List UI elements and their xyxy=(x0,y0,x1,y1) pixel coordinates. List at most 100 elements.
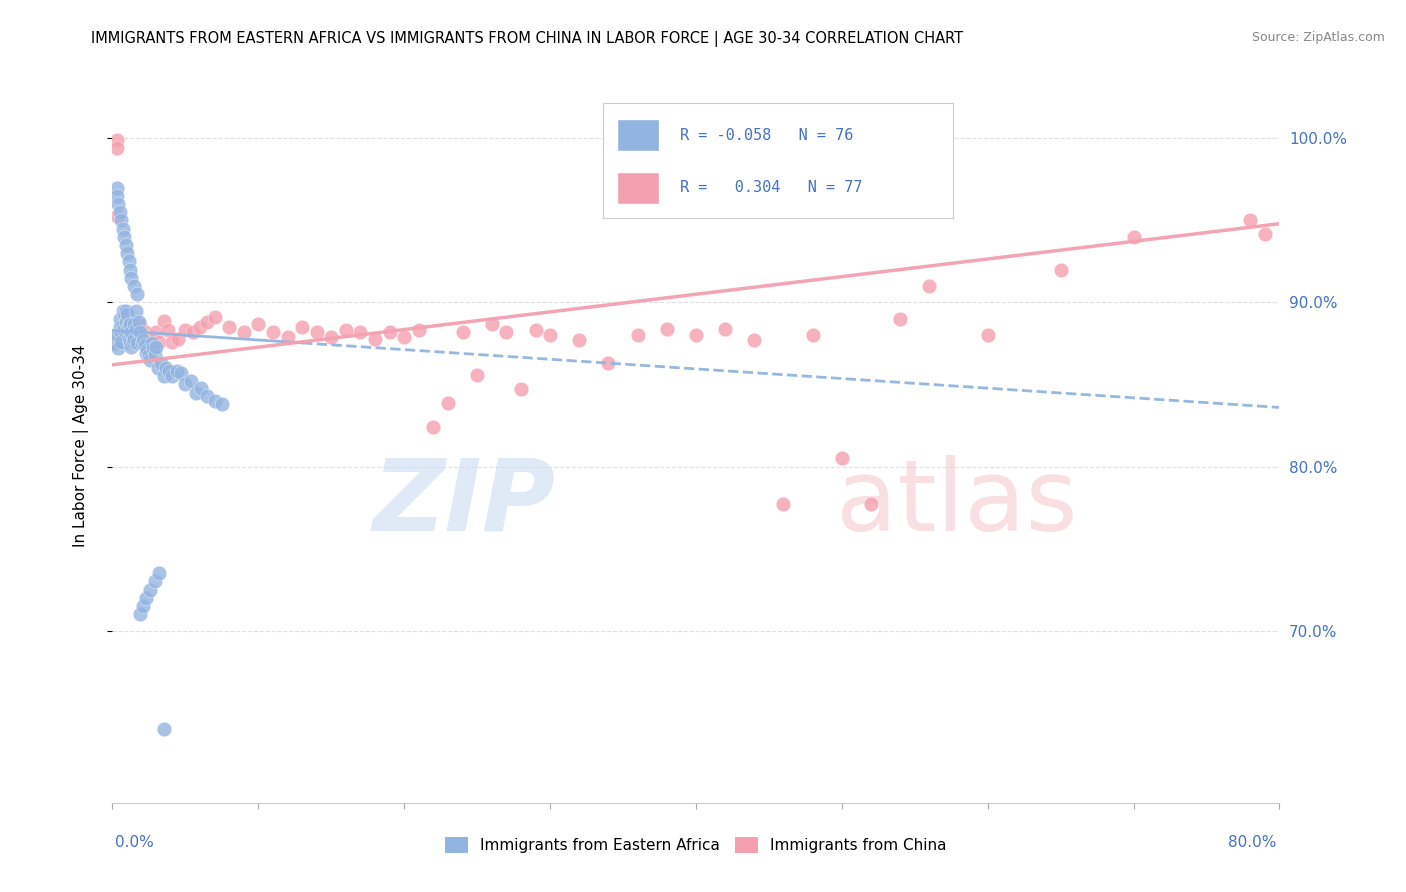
Point xyxy=(143,574,166,589)
Text: IMMIGRANTS FROM EASTERN AFRICA VS IMMIGRANTS FROM CHINA IN LABOR FORCE | AGE 30-: IMMIGRANTS FROM EASTERN AFRICA VS IMMIGR… xyxy=(91,31,963,47)
Point xyxy=(118,332,141,346)
Point xyxy=(184,385,207,400)
Point xyxy=(127,325,149,339)
Point xyxy=(124,317,146,331)
Point xyxy=(120,325,142,339)
Point xyxy=(174,377,197,392)
Point xyxy=(110,334,132,349)
Point xyxy=(162,334,184,349)
Point xyxy=(112,323,135,337)
Point xyxy=(117,318,139,333)
Point xyxy=(155,361,177,376)
Point xyxy=(105,328,128,343)
Point xyxy=(104,336,127,351)
Point xyxy=(321,330,343,344)
Point xyxy=(112,230,135,244)
Point xyxy=(918,279,941,293)
Point xyxy=(135,346,157,360)
Point xyxy=(104,336,127,351)
Point xyxy=(538,328,561,343)
Point xyxy=(232,325,254,339)
Point xyxy=(111,221,134,235)
Point xyxy=(136,343,159,357)
Point xyxy=(132,599,155,613)
Point xyxy=(120,340,142,354)
Point xyxy=(111,320,134,334)
Text: ZIP: ZIP xyxy=(373,455,555,551)
Point xyxy=(860,497,883,511)
Point xyxy=(114,315,136,329)
Point xyxy=(1049,262,1071,277)
Point xyxy=(110,213,132,227)
Point xyxy=(145,340,167,354)
Point xyxy=(568,333,591,347)
Point xyxy=(128,315,150,329)
Point xyxy=(162,369,184,384)
Point xyxy=(139,582,162,597)
Point xyxy=(204,310,226,325)
Point xyxy=(129,325,152,339)
Point xyxy=(598,356,620,370)
Point xyxy=(1122,230,1144,244)
Point xyxy=(111,303,134,318)
Text: 0.0%: 0.0% xyxy=(115,836,155,850)
Point xyxy=(125,303,148,318)
Point xyxy=(131,336,153,351)
Point xyxy=(262,325,284,339)
Point xyxy=(772,497,794,511)
Point xyxy=(114,238,136,252)
Point xyxy=(655,322,678,336)
Point xyxy=(107,197,129,211)
Point xyxy=(124,317,146,331)
Point xyxy=(114,303,136,318)
Point xyxy=(451,325,474,339)
Legend: Immigrants from Eastern Africa, Immigrants from China: Immigrants from Eastern Africa, Immigran… xyxy=(439,831,953,859)
Text: 80.0%: 80.0% xyxy=(1229,836,1277,850)
Point xyxy=(117,333,139,347)
Point xyxy=(157,364,180,378)
Point xyxy=(134,338,156,352)
Point xyxy=(714,322,737,336)
Point xyxy=(111,317,134,331)
Point xyxy=(495,325,517,339)
Point xyxy=(107,332,129,346)
Point xyxy=(136,334,159,349)
Point xyxy=(195,389,218,403)
Point xyxy=(118,317,141,331)
Point xyxy=(408,323,430,337)
Point xyxy=(148,566,170,581)
Point xyxy=(149,356,172,370)
Point xyxy=(110,325,132,339)
Point xyxy=(437,395,460,409)
Point xyxy=(142,342,165,356)
Point xyxy=(105,209,128,223)
Point xyxy=(115,320,138,334)
Point xyxy=(394,330,416,344)
Point xyxy=(128,334,150,349)
Point xyxy=(120,325,142,339)
Point xyxy=(1254,227,1277,241)
Point xyxy=(112,307,135,321)
Point xyxy=(188,320,211,334)
Point xyxy=(335,323,357,337)
Point xyxy=(524,323,547,337)
Point xyxy=(142,342,165,356)
Point xyxy=(180,374,202,388)
Point xyxy=(465,368,488,382)
Point xyxy=(118,262,141,277)
Point xyxy=(105,133,128,147)
Point xyxy=(117,254,139,268)
Point xyxy=(831,451,853,466)
Point xyxy=(105,141,128,155)
Y-axis label: In Labor Force | Age 30-34: In Labor Force | Age 30-34 xyxy=(73,344,89,548)
Point xyxy=(170,366,193,380)
Point xyxy=(146,361,169,376)
Point xyxy=(143,348,166,362)
Point xyxy=(148,334,170,349)
Point xyxy=(129,607,152,622)
Point xyxy=(195,315,218,329)
Point xyxy=(129,318,152,333)
Point xyxy=(135,591,157,605)
Point xyxy=(110,334,132,349)
Point xyxy=(122,334,145,349)
